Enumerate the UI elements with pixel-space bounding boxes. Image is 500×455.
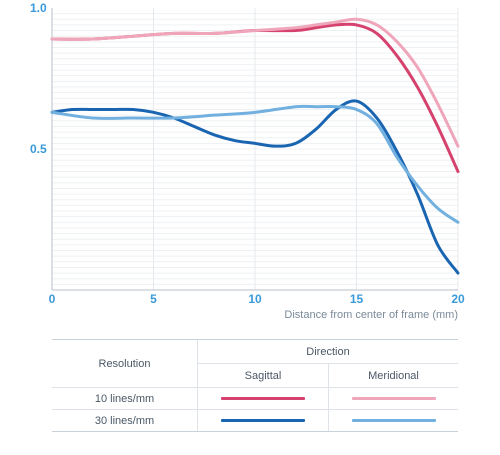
x-tick-label: 15 xyxy=(350,292,364,306)
legend-row-label: 30 lines/mm xyxy=(52,409,198,432)
resolution-header: Resolution xyxy=(52,339,198,388)
chart-series xyxy=(50,17,460,275)
legend-row: 10 lines/mm xyxy=(52,387,458,410)
x-tick-label: 0 xyxy=(49,292,56,306)
legend-swatch-meridional-10 xyxy=(351,397,436,401)
chart-grid xyxy=(51,8,459,291)
series-line-1 xyxy=(50,17,460,148)
legend-row-label: 10 lines/mm xyxy=(52,387,198,410)
legend-swatch-sagittal-10 xyxy=(221,397,305,401)
chart-ticks: 0 5 10 15 20 0.5 1.0 xyxy=(30,1,465,306)
series-line-3 xyxy=(50,104,460,224)
x-tick-label: 10 xyxy=(248,292,262,306)
y-tick-label: 0.5 xyxy=(30,142,47,156)
x-tick-label: 20 xyxy=(451,292,465,306)
legend-table: Resolution Direction Sagittal Meridional… xyxy=(52,339,458,432)
y-tick-label: 1.0 xyxy=(30,1,47,15)
legend-swatch-sagittal-30 xyxy=(221,419,305,423)
direction-header: Direction xyxy=(197,339,458,364)
mtf-chart: 0 5 10 15 20 0.5 1.0 Distance from center of f… xyxy=(30,1,465,321)
meridional-header: Meridional xyxy=(328,363,458,388)
series-line-2 xyxy=(50,99,460,275)
x-axis-title: Distance from center of frame (mm) xyxy=(284,309,458,321)
legend-swatch-meridional-30 xyxy=(351,419,436,423)
legend-row: 30 lines/mm xyxy=(52,409,458,432)
sagittal-header: Sagittal xyxy=(197,363,329,388)
x-tick-label: 5 xyxy=(150,292,157,306)
